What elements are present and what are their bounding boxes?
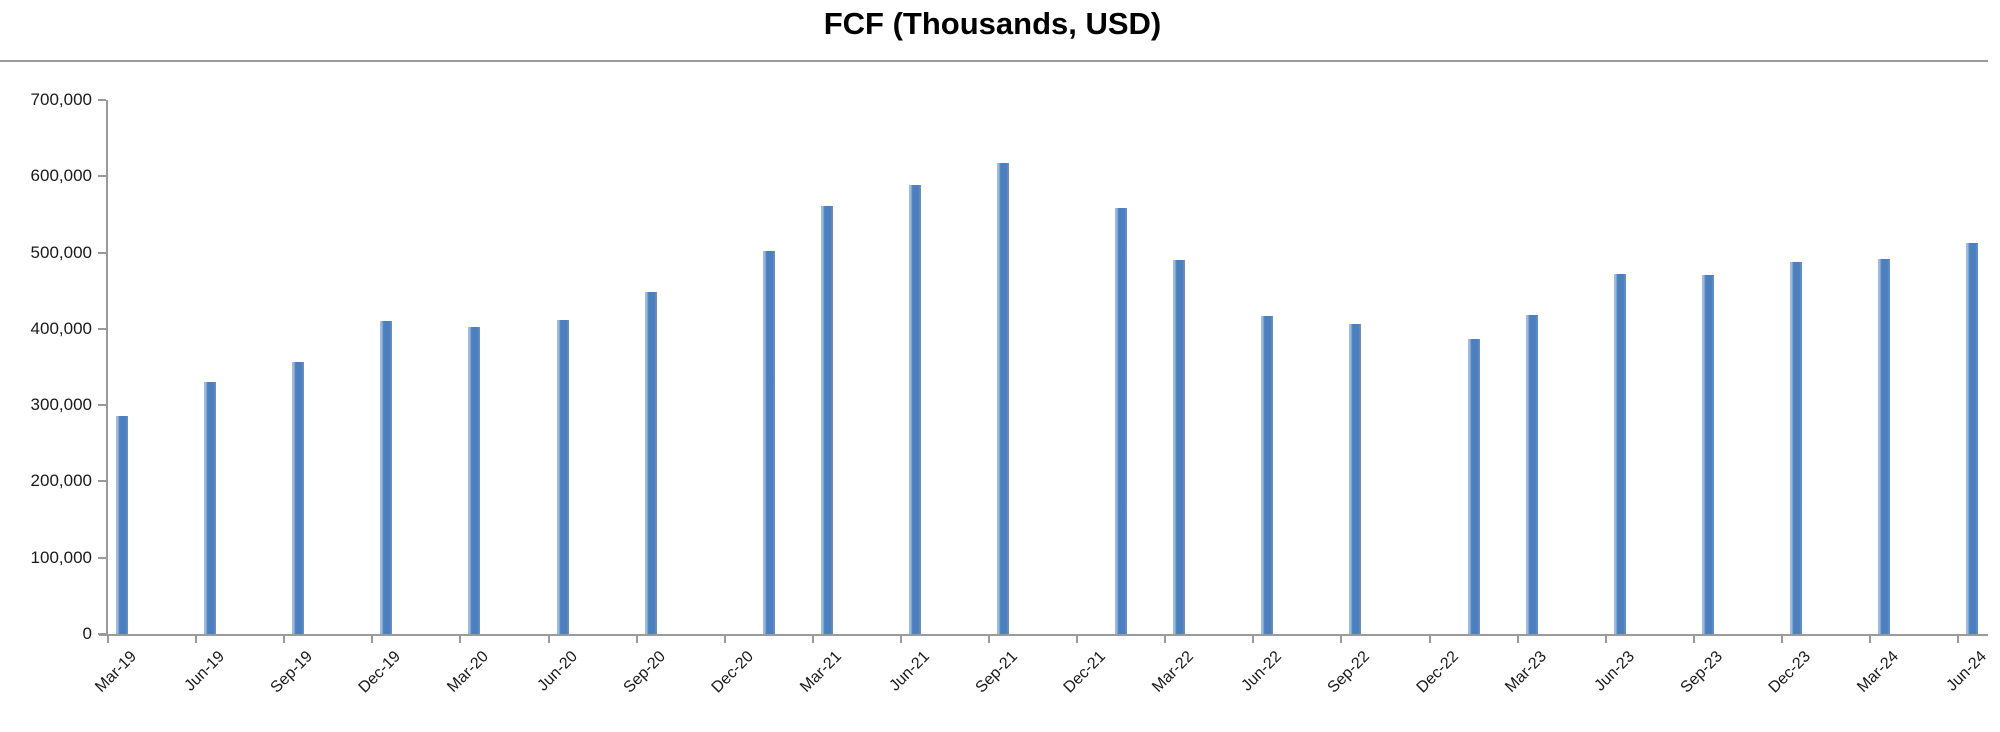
bar-mar-21 [820,206,833,634]
y-axis-tick [98,327,106,330]
x-axis-tick-label: Sep-23 [1677,648,1726,697]
bar-sep-20 [644,292,657,634]
x-axis-tick-label: Jun-21 [886,648,933,695]
x-axis-tick-label: Dec-19 [355,648,405,697]
x-axis-tick-label: Dec-23 [1765,648,1814,697]
x-axis-tick [635,636,638,643]
x-axis-tick-label: Mar-20 [444,648,493,696]
y-axis-tick-label: 500,000 [30,242,92,262]
x-axis-tick-label: Sep-22 [1324,648,1374,697]
x-axis-tick-label: Dec-22 [1413,648,1462,697]
x-axis-tick-label: Mar-19 [92,648,141,696]
y-axis-line [106,100,108,636]
x-axis-tick-label: Jun-22 [1238,648,1286,695]
x-axis-tick [1428,636,1431,643]
x-axis-tick [1692,636,1695,643]
bar-jun-24 [1966,243,1979,634]
bar-dec-23 [1789,262,1802,634]
x-axis-line [99,634,1988,636]
x-axis-tick [1780,636,1783,643]
x-axis-tick [1252,636,1255,643]
y-axis-tick [98,480,106,483]
bar-dec-21 [1115,207,1128,634]
bar-mar-24 [1878,258,1890,634]
y-axis-tick-label: 400,000 [30,318,92,338]
x-axis-tick [1957,636,1960,643]
y-axis-tick-label: 600,000 [30,166,92,186]
x-axis-tick-label: Dec-21 [1060,648,1110,697]
bar-dec-19 [380,321,393,634]
bar-sep-21 [997,162,1009,634]
y-axis-tick [98,251,106,254]
x-axis-tick [1869,636,1871,643]
y-axis-tick [98,99,106,101]
x-axis-tick [1076,636,1079,643]
x-axis-tick-label: Sep-19 [267,648,317,697]
y-axis-tick-label: 200,000 [30,471,92,491]
x-axis-tick-label: Mar-23 [1501,648,1550,696]
bar-jun-19 [204,382,217,634]
bar-mar-20 [468,327,481,634]
x-axis-tick-label: Mar-21 [796,648,845,696]
y-axis-tick-label: 700,000 [30,90,92,109]
bar-mar-19 [116,415,128,634]
bar-sep-22 [1349,324,1362,634]
x-axis-tick [107,636,109,643]
x-axis-tick-label: Jun-24 [1943,648,1991,695]
x-axis-tick [195,636,198,643]
y-axis-tick [98,175,106,178]
y-axis-tick [98,556,106,559]
x-axis-tick-label: Jun-20 [533,648,581,695]
bar-dec-22 [1467,338,1480,634]
bar-sep-23 [1701,274,1714,634]
y-axis-tick-label: 100,000 [30,547,92,567]
bar-jun-22 [1261,315,1274,634]
x-axis-tick [899,636,902,643]
bar-jun-20 [556,319,569,634]
x-axis-tick-label: Jun-23 [1591,648,1638,695]
bar-dec-20 [762,251,775,634]
x-axis-tick [811,636,814,643]
x-axis-tick [547,636,550,643]
y-axis-tick [98,633,106,635]
x-axis-tick-label: Dec-20 [708,648,757,697]
x-axis-tick [459,636,462,643]
x-axis-tick [1604,636,1607,643]
x-axis-tick [371,636,374,643]
y-axis-tick [98,404,106,407]
x-axis-tick-label: Sep-21 [972,648,1022,697]
x-axis-tick [988,636,990,643]
bar-sep-19 [292,362,305,634]
x-axis-tick [1164,636,1167,643]
x-axis-tick [1516,636,1519,643]
bar-mar-23 [1525,315,1538,634]
title-divider [0,60,1988,62]
x-axis-tick [283,636,286,643]
x-axis-tick [1340,636,1343,643]
y-axis-tick-label: 0 [82,624,92,643]
bar-jun-23 [1613,273,1626,634]
chart-title: FCF (Thousands, USD) [823,6,1162,41]
y-axis-tick-label: 300,000 [30,395,92,415]
x-axis-tick-label: Sep-20 [620,648,669,697]
x-axis-tick-label: Jun-19 [181,648,229,695]
bar-jun-21 [908,185,921,634]
x-axis-tick-label: Mar-24 [1854,648,1903,696]
bar-mar-22 [1173,260,1186,634]
x-axis-tick [723,636,726,643]
x-axis-tick-label: Mar-22 [1149,648,1198,696]
